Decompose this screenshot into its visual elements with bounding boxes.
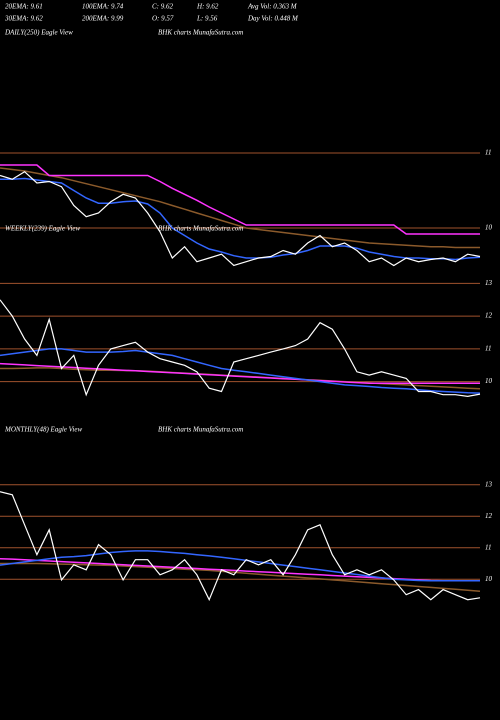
- panel-title: WEEKLY(239) Eagle View: [5, 225, 80, 233]
- price-line: [0, 550, 480, 582]
- y-tick-label: 11: [485, 344, 491, 352]
- y-tick-label: 10: [485, 377, 493, 385]
- y-tick-label: 10: [485, 575, 493, 583]
- price-line: [0, 177, 481, 261]
- price-line: [0, 362, 480, 385]
- price-line: [0, 491, 481, 602]
- y-tick-label: 11: [485, 543, 491, 551]
- header-stat: 100EMA: 9.74: [82, 3, 124, 11]
- y-tick-label: 12: [485, 512, 493, 520]
- header-stat: O: 9.57: [152, 15, 174, 23]
- y-tick-label: 12: [485, 312, 493, 320]
- panel-subtitle: BHK charts MunafaSutra.com: [158, 225, 243, 233]
- header-stat: 20EMA: 9.61: [5, 3, 43, 11]
- panel-subtitle: BHK charts MunafaSutra.com: [158, 29, 243, 37]
- header-stat: 30EMA: 9.62: [4, 15, 43, 23]
- panel-subtitle: BHK charts MunafaSutra.com: [158, 426, 243, 434]
- header-stat: Day Vol: 0.448 M: [247, 15, 299, 23]
- panel-title: MONTHLY(48) Eagle View: [4, 426, 82, 434]
- header-stat: C: 9.62: [152, 3, 174, 11]
- header-stat: Avg Vol: 0.363 M: [247, 3, 298, 11]
- price-line: [0, 562, 481, 592]
- price-line: [0, 167, 480, 249]
- y-tick-label: 13: [485, 480, 493, 488]
- price-line: [0, 558, 480, 582]
- header-stat: 200EMA: 9.99: [82, 15, 124, 23]
- y-tick-label: 13: [485, 279, 493, 287]
- price-line: [0, 348, 481, 394]
- price-line: [0, 299, 481, 398]
- y-tick-label: 11: [485, 149, 491, 157]
- price-line: [0, 164, 480, 235]
- panel-title: DAILY(250) Eagle View: [4, 29, 73, 37]
- y-tick-label: 10: [485, 224, 493, 232]
- price-line: [0, 170, 481, 267]
- header-stat: L: 9.56: [196, 15, 218, 23]
- header-stat: H: 9.62: [196, 3, 219, 11]
